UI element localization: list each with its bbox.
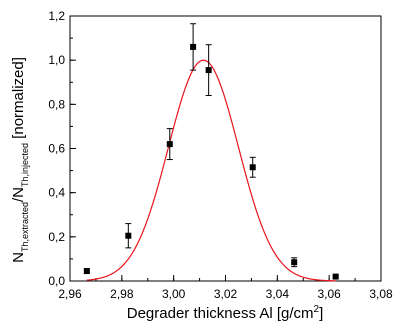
data-point xyxy=(332,273,339,280)
data-point xyxy=(249,156,256,178)
point-marker xyxy=(166,141,173,148)
x-tick-label: 3,04 xyxy=(266,287,290,301)
y-axis-title-sub1: Th,extracted xyxy=(20,202,30,252)
y-axis-title: NTh,extracted/NTh,injected [normalized] xyxy=(10,57,30,263)
data-point xyxy=(125,223,132,249)
data-point xyxy=(190,23,197,71)
point-marker xyxy=(291,259,298,266)
y-axis-title-n2: N xyxy=(10,187,27,198)
x-tick-label: 2,96 xyxy=(58,287,82,301)
point-marker xyxy=(249,164,256,171)
y-tick-label: 0,6 xyxy=(48,142,65,156)
data-point xyxy=(166,128,173,161)
y-tick-label: 0,0 xyxy=(48,274,65,288)
point-marker xyxy=(332,273,339,280)
point-marker xyxy=(125,232,132,239)
y-tick-label: 0,8 xyxy=(48,97,65,111)
point-marker xyxy=(205,67,212,74)
data-point xyxy=(291,257,298,268)
data-point xyxy=(205,44,212,96)
y-tick-label: 1,2 xyxy=(48,9,65,23)
x-axis-title-sup: 2 xyxy=(314,304,320,315)
x-axis-title-close: ] xyxy=(319,305,323,322)
y-axis-title-slash: / xyxy=(10,197,27,202)
x-tick-label: 3,00 xyxy=(162,287,186,301)
x-tick-label: 3,06 xyxy=(317,287,341,301)
y-axis: 0,0 0,2 0,4 0,6 0,8 1,0 1,2 xyxy=(48,9,76,288)
point-marker xyxy=(83,268,90,275)
x-axis: 2,96 2,98 3,00 3,02 3,04 3,06 3,08 xyxy=(58,275,393,301)
point-marker xyxy=(190,43,197,50)
x-axis-title: Degrader thickness Al [g/cm2] xyxy=(127,304,323,322)
y-tick-label: 1,0 xyxy=(48,53,65,67)
y-axis-title-rest: [normalized] xyxy=(10,57,27,143)
gaussian-fit-curve xyxy=(86,59,336,282)
x-tick-label: 2,98 xyxy=(110,287,134,301)
data-point xyxy=(83,268,90,275)
x-tick-label: 3,08 xyxy=(369,287,393,301)
y-axis-title-n1: N xyxy=(10,252,27,263)
y-tick-label: 0,2 xyxy=(48,230,65,244)
y-axis-title-sub2: Th,injected xyxy=(20,143,30,187)
x-tick-label: 3,02 xyxy=(214,287,238,301)
x-axis-title-main: Degrader thickness Al [g/cm xyxy=(127,305,314,322)
y-tick-label: 0,4 xyxy=(48,186,65,200)
plot-frame xyxy=(69,15,382,282)
data-points xyxy=(83,23,339,280)
